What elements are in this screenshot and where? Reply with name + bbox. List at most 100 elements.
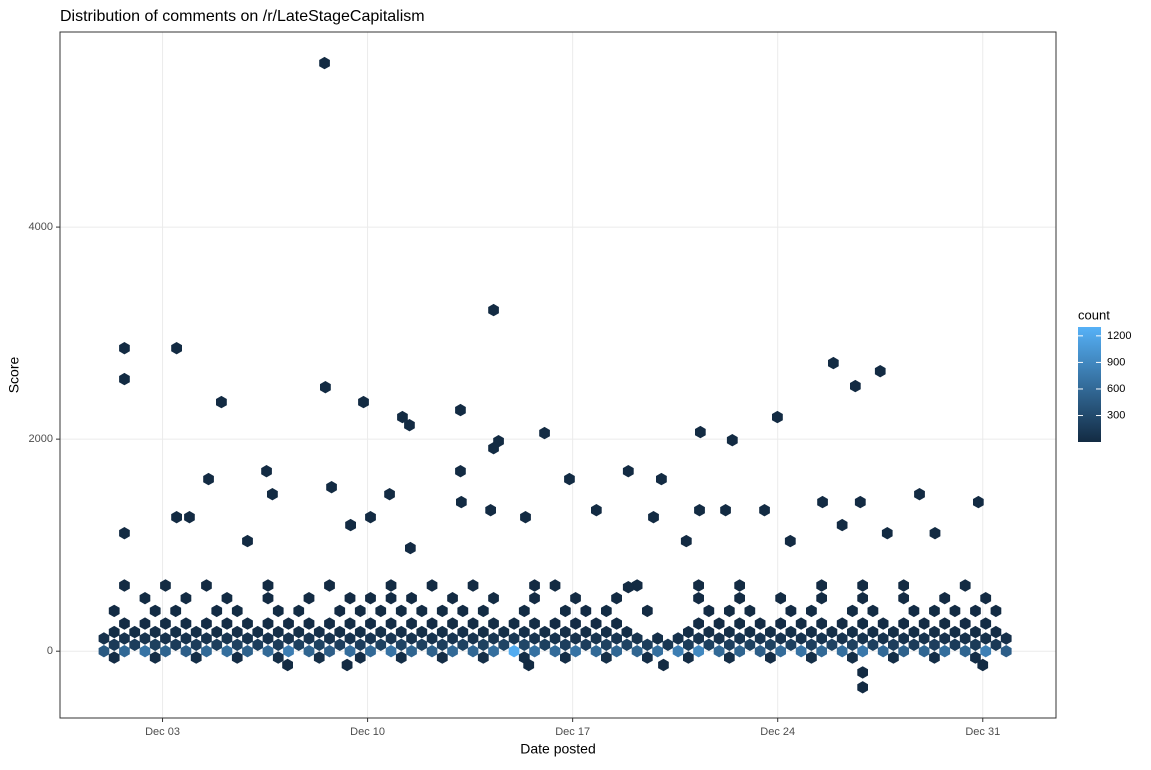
hex-bin — [816, 632, 827, 645]
hex-bin — [488, 645, 499, 658]
hex-bin — [261, 465, 272, 478]
hex-bin — [734, 579, 745, 592]
hex-bin — [262, 617, 274, 630]
hex-bin — [416, 604, 428, 618]
plot-border — [59, 31, 1057, 719]
hex-bin — [149, 638, 161, 651]
hex-bin — [395, 604, 407, 618]
hex-bin — [395, 625, 407, 639]
legend-title: count — [1078, 307, 1110, 322]
hex-bin — [324, 645, 335, 658]
hex-bin — [881, 527, 893, 540]
hex-bin — [713, 632, 725, 645]
hex-bin — [293, 604, 305, 618]
hex-bin — [119, 579, 130, 592]
hex-bin — [918, 632, 930, 645]
hex-bin — [980, 632, 992, 645]
hex-bin — [252, 625, 264, 639]
hex-bin — [898, 645, 909, 658]
hex-bin — [436, 651, 448, 664]
hex-bin — [119, 645, 130, 658]
hex-bin — [611, 617, 622, 630]
hex-bin — [816, 617, 827, 630]
hex-bin — [990, 625, 1002, 639]
hex-bin — [734, 645, 745, 658]
hex-bin — [631, 645, 643, 658]
hex-bin — [345, 518, 356, 532]
hex-bin — [171, 342, 182, 355]
hex-bin — [426, 617, 438, 630]
hex-bin — [508, 617, 520, 630]
hex-bin — [836, 617, 848, 630]
hex-bin — [929, 604, 940, 618]
hex-bin — [160, 579, 171, 592]
hex-bin — [216, 395, 227, 409]
hex-bin — [680, 534, 692, 548]
hex-bin — [385, 579, 397, 592]
legend-tick-label: 1200 — [1107, 330, 1131, 342]
hex-bin — [508, 645, 520, 658]
hex-bin — [642, 638, 653, 651]
hex-bin — [139, 645, 151, 658]
x-axis-label: Date posted — [520, 741, 596, 757]
hex-bin — [436, 638, 448, 651]
hex-bin — [672, 645, 684, 658]
hex-bin — [694, 504, 705, 517]
hex-bin — [447, 632, 458, 645]
hex-bin — [949, 638, 961, 651]
hex-bin — [262, 645, 274, 658]
hex-bin — [857, 592, 868, 605]
chart-title: Distribution of comments on /r/LateStage… — [60, 8, 425, 25]
hex-bin — [149, 604, 161, 618]
hex-bin — [601, 638, 612, 651]
hex-bin — [180, 617, 192, 630]
hex-bin — [384, 488, 395, 501]
hex-bin — [754, 632, 766, 645]
hex-bin — [693, 617, 704, 630]
hex-bin — [611, 645, 622, 658]
hex-bin — [324, 632, 335, 645]
hex-bin — [857, 632, 868, 645]
hex-bin — [488, 617, 499, 630]
hex-bin — [395, 651, 407, 664]
hex-bin — [713, 617, 725, 630]
hex-bin — [850, 379, 861, 393]
hex-bin — [498, 638, 510, 651]
hex-bin — [436, 604, 448, 618]
hex-bin — [564, 472, 575, 486]
hex-bin — [416, 625, 428, 639]
hex-bin — [621, 625, 633, 639]
hex-bin — [426, 579, 438, 592]
hex-bin — [520, 511, 531, 524]
hex-bin — [190, 638, 202, 651]
hex-bin — [857, 681, 868, 694]
hex-bin — [765, 638, 776, 651]
hex-bin — [319, 56, 330, 70]
hex-bin — [652, 632, 663, 645]
hex-bin — [560, 604, 571, 618]
hex-bin — [683, 625, 694, 639]
hex-bin — [313, 651, 325, 664]
hex-bin — [529, 617, 540, 630]
hex-bin — [570, 632, 581, 645]
hex-bin — [759, 504, 770, 517]
hex-bin — [365, 592, 376, 605]
hex-bin — [108, 638, 120, 651]
hex-bin — [672, 632, 684, 645]
hex-bin — [529, 645, 540, 658]
hex-bin — [929, 651, 940, 664]
hex-bin — [477, 604, 489, 618]
hex-bin — [406, 617, 417, 630]
x-tick-label: Dec 17 — [555, 726, 590, 738]
hex-bin — [221, 632, 233, 645]
hex-bin — [529, 579, 540, 592]
legend-tick-label: 300 — [1107, 409, 1125, 421]
hex-bin — [447, 617, 458, 630]
hex-bin — [724, 625, 735, 639]
hex-bin — [877, 645, 889, 658]
hex-bin — [272, 651, 284, 664]
hex-bin — [785, 638, 797, 651]
hex-bin — [344, 632, 356, 645]
hex-bin — [406, 592, 417, 605]
hex-bin — [816, 592, 827, 605]
